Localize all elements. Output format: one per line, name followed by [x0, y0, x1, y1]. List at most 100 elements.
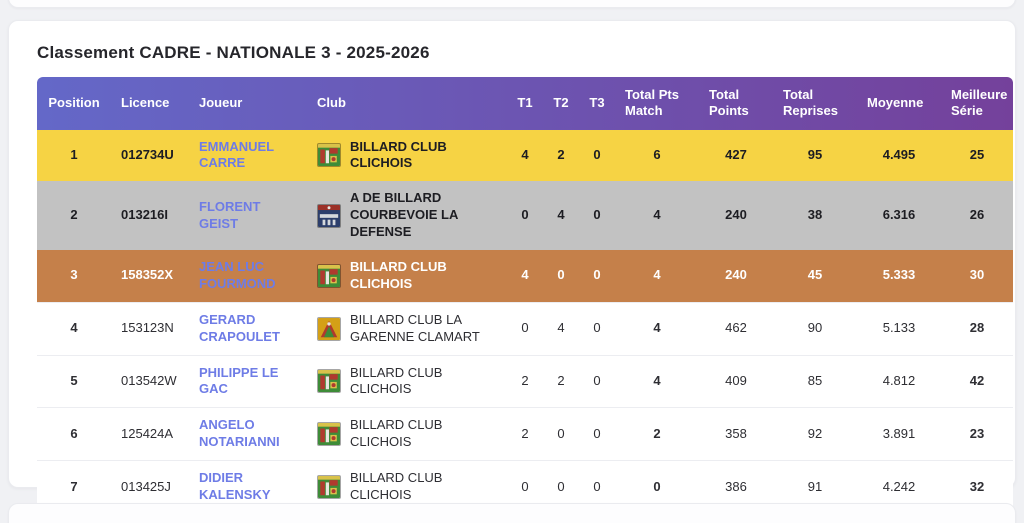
club-name: BILLARD CLUB CLICHOIS — [350, 417, 443, 450]
cell-total_points: 409 — [725, 372, 747, 388]
cell-total_reprises: 45 — [807, 267, 823, 283]
table-row: 6 125424A ANGELO NOTARIANNI BILLARD CLUB CL… — [37, 407, 1013, 461]
table-row: 5 013542W PHILIPPE LE GAC BILLARD CLUB CLIC… — [37, 355, 1013, 408]
cell-joueur: GERARD CRAPOULET — [189, 302, 307, 355]
cell-total_pts_match: 0 — [653, 478, 661, 494]
cell-club: BILLARD CLUB CLICHOIS — [307, 461, 507, 513]
table-row: 1 012734U EMMANUEL CARRE BILLARD CLUB CLICH… — [37, 129, 1013, 182]
page-title: Classement CADRE - NATIONALE 3 - 2025-20… — [37, 43, 430, 62]
table-row: 4 153123N GERARD CRAPOULET BILLARD CLUB LA … — [37, 302, 1013, 356]
cell-total_reprises: 38 — [807, 207, 823, 223]
player-link[interactable]: GERARD CRAPOULET — [199, 311, 280, 344]
club-name: A DE BILLARD COURBEVOIE LA DEFENSE — [350, 190, 458, 240]
ranking-table: Position Licence Joueur Club T1 T2 T3 Total Pts… — [37, 77, 1013, 513]
player-link[interactable]: FLORENT GEIST — [199, 198, 261, 231]
cell-t2: 0 — [557, 267, 565, 283]
cell-t3: 0 — [593, 207, 601, 223]
cell-licence: 012734U — [121, 146, 174, 162]
cell-club: BILLARD CLUB CLICHOIS — [307, 130, 507, 182]
cell-total_points: 240 — [725, 267, 747, 283]
cell-t3: 0 — [593, 320, 601, 336]
cell-meilleure_serie: 32 — [969, 478, 985, 494]
column-header-moyenne: Moyenne — [867, 95, 924, 111]
cell-t2: 0 — [557, 425, 565, 441]
cell-t1: 0 — [521, 207, 529, 223]
cell-club: BILLARD CLUB CLICHOIS — [307, 408, 507, 461]
previous-card-bottom-edge — [8, 0, 1016, 8]
cell-joueur: DIDIER KALENSKY — [189, 461, 307, 513]
billard-club-clichois-crest-icon — [317, 422, 341, 447]
cell-licence: 125424A — [121, 425, 174, 441]
cell-moyenne: 4.242 — [882, 478, 916, 494]
cell-t1: 0 — [521, 478, 529, 494]
ranking-card: Classement CADRE - NATIONALE 3 - 2025-20… — [8, 20, 1016, 513]
cell-moyenne: 6.316 — [882, 207, 916, 223]
player-link[interactable]: ANGELO NOTARIANNI — [199, 417, 280, 450]
cell-total_reprises: 95 — [807, 146, 823, 162]
cell-club: A DE BILLARD COURBEVOIE LA DEFENSE — [307, 181, 507, 250]
column-header-total_points: Total Points — [709, 87, 749, 119]
cell-joueur: JEAN LUC FOURMOND — [189, 250, 307, 302]
cell-licence: 158352X — [121, 267, 174, 283]
player-link[interactable]: EMMANUEL CARRE — [199, 138, 274, 171]
cell-t2: 4 — [557, 320, 565, 336]
cell-total_pts_match: 4 — [653, 207, 661, 223]
billard-garenne-clamart-crest-icon — [317, 316, 341, 341]
cell-t1: 4 — [521, 267, 529, 283]
club-name: BILLARD CLUB CLICHOIS — [350, 138, 447, 171]
column-header-total_reprises: Total Reprises — [783, 87, 838, 119]
next-card-top-edge — [8, 503, 1016, 523]
cell-licence: 013425J — [121, 478, 171, 494]
table-header-row: Position Licence Joueur Club T1 T2 T3 Total Pts… — [37, 77, 1013, 130]
cell-moyenne: 4.495 — [882, 146, 916, 162]
column-header-meilleure_serie: Meilleure Série — [951, 87, 1008, 119]
cell-t3: 0 — [593, 146, 601, 162]
cell-meilleure_serie: 25 — [969, 146, 985, 162]
cell-moyenne: 3.891 — [882, 425, 916, 441]
billard-courbevoie-defense-crest-icon — [317, 203, 341, 228]
cell-position: 5 — [70, 372, 78, 388]
cell-position: 3 — [70, 267, 78, 283]
cell-licence: 013542W — [121, 372, 177, 388]
table-row: 2 013216I FLORENT GEIST A DE BILLARD COURBE… — [37, 181, 1013, 250]
club-name: BILLARD CLUB CLICHOIS — [350, 258, 447, 291]
cell-licence: 013216I — [121, 207, 168, 223]
cell-total_reprises: 92 — [807, 425, 823, 441]
cell-total_pts_match: 4 — [653, 372, 661, 388]
club-name: BILLARD CLUB CLICHOIS — [350, 364, 443, 397]
cell-total_pts_match: 4 — [653, 267, 661, 283]
cell-club: BILLARD CLUB CLICHOIS — [307, 355, 507, 408]
column-header-t2: T2 — [553, 95, 569, 111]
cell-total_points: 462 — [725, 320, 747, 336]
cell-total_points: 386 — [725, 478, 747, 494]
cell-moyenne: 5.333 — [882, 267, 916, 283]
cell-meilleure_serie: 42 — [969, 372, 985, 388]
cell-total_pts_match: 4 — [653, 320, 661, 336]
column-header-licence: Licence — [121, 95, 170, 111]
column-header-joueur: Joueur — [199, 95, 243, 111]
player-link[interactable]: DIDIER KALENSKY — [199, 470, 271, 502]
cell-meilleure_serie: 23 — [969, 425, 985, 441]
cell-club: BILLARD CLUB CLICHOIS — [307, 250, 507, 302]
cell-position: 6 — [70, 425, 78, 441]
cell-t3: 0 — [593, 425, 601, 441]
cell-total_pts_match: 6 — [653, 146, 661, 162]
player-link[interactable]: JEAN LUC FOURMOND — [199, 258, 276, 291]
club-name: BILLARD CLUB CLICHOIS — [350, 470, 443, 502]
cell-position: 4 — [70, 320, 78, 336]
cell-moyenne: 5.133 — [882, 320, 916, 336]
cell-total_reprises: 91 — [807, 478, 823, 494]
cell-total_pts_match: 2 — [653, 425, 661, 441]
cell-joueur: EMMANUEL CARRE — [189, 130, 307, 182]
cell-position: 1 — [70, 146, 78, 162]
cell-t3: 0 — [593, 267, 601, 283]
cell-joueur: PHILIPPE LE GAC — [189, 355, 307, 408]
cell-meilleure_serie: 30 — [969, 267, 985, 283]
player-link[interactable]: PHILIPPE LE GAC — [199, 364, 279, 397]
column-header-t3: T3 — [589, 95, 605, 111]
cell-meilleure_serie: 26 — [969, 207, 985, 223]
cell-total_points: 427 — [725, 146, 747, 162]
cell-club: BILLARD CLUB LA GARENNE CLAMART — [307, 302, 507, 355]
cell-t2: 0 — [557, 478, 565, 494]
cell-licence: 153123N — [121, 320, 174, 336]
